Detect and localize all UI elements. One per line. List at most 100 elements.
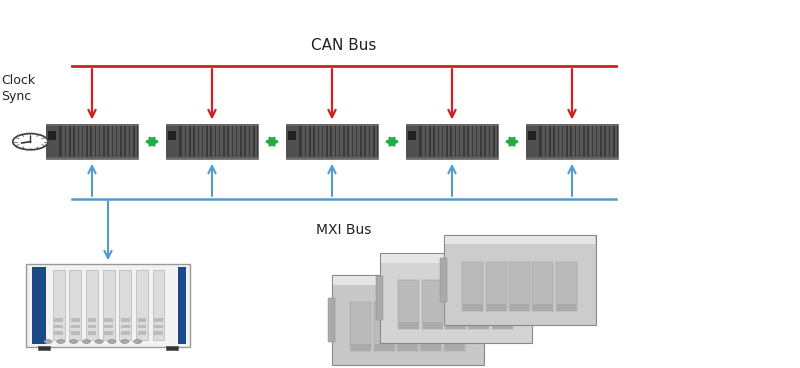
FancyBboxPatch shape (138, 325, 146, 328)
FancyBboxPatch shape (456, 126, 459, 158)
FancyBboxPatch shape (406, 124, 498, 159)
FancyBboxPatch shape (555, 157, 558, 159)
FancyBboxPatch shape (212, 157, 214, 159)
FancyBboxPatch shape (397, 302, 418, 351)
FancyBboxPatch shape (351, 344, 370, 351)
FancyBboxPatch shape (134, 126, 138, 158)
Circle shape (57, 340, 65, 343)
FancyBboxPatch shape (101, 126, 103, 158)
FancyBboxPatch shape (66, 157, 69, 159)
FancyBboxPatch shape (490, 157, 493, 159)
FancyBboxPatch shape (469, 157, 472, 159)
FancyBboxPatch shape (286, 157, 378, 159)
Circle shape (70, 340, 78, 343)
FancyBboxPatch shape (138, 318, 146, 322)
FancyBboxPatch shape (130, 126, 133, 158)
FancyBboxPatch shape (572, 157, 574, 159)
FancyBboxPatch shape (465, 126, 467, 158)
FancyBboxPatch shape (426, 126, 429, 158)
FancyBboxPatch shape (216, 126, 219, 158)
FancyBboxPatch shape (568, 126, 570, 158)
FancyBboxPatch shape (229, 126, 232, 158)
FancyBboxPatch shape (79, 126, 82, 158)
FancyBboxPatch shape (242, 157, 245, 159)
FancyBboxPatch shape (493, 322, 512, 329)
FancyBboxPatch shape (46, 124, 59, 159)
FancyBboxPatch shape (602, 126, 605, 158)
FancyBboxPatch shape (138, 331, 146, 335)
FancyBboxPatch shape (250, 126, 253, 158)
FancyBboxPatch shape (526, 124, 618, 159)
FancyBboxPatch shape (70, 157, 74, 159)
FancyBboxPatch shape (576, 126, 579, 158)
FancyBboxPatch shape (136, 270, 148, 340)
FancyBboxPatch shape (398, 344, 418, 351)
FancyBboxPatch shape (336, 126, 339, 158)
FancyBboxPatch shape (178, 267, 186, 344)
FancyBboxPatch shape (101, 157, 103, 159)
FancyBboxPatch shape (422, 126, 425, 158)
FancyBboxPatch shape (469, 280, 490, 329)
FancyBboxPatch shape (345, 157, 347, 159)
FancyBboxPatch shape (456, 157, 459, 159)
FancyBboxPatch shape (182, 157, 185, 159)
FancyBboxPatch shape (126, 126, 129, 158)
FancyBboxPatch shape (254, 126, 258, 158)
FancyBboxPatch shape (121, 325, 130, 328)
FancyBboxPatch shape (310, 157, 314, 159)
FancyBboxPatch shape (96, 157, 99, 159)
FancyBboxPatch shape (315, 157, 318, 159)
FancyBboxPatch shape (598, 157, 600, 159)
FancyBboxPatch shape (445, 280, 466, 329)
FancyBboxPatch shape (105, 126, 107, 158)
Circle shape (82, 340, 90, 343)
FancyBboxPatch shape (374, 126, 378, 158)
FancyBboxPatch shape (482, 126, 485, 158)
FancyBboxPatch shape (109, 157, 112, 159)
FancyBboxPatch shape (422, 280, 442, 329)
FancyBboxPatch shape (422, 322, 442, 329)
FancyBboxPatch shape (75, 157, 78, 159)
FancyBboxPatch shape (614, 126, 618, 158)
FancyBboxPatch shape (354, 157, 356, 159)
FancyBboxPatch shape (568, 157, 570, 159)
FancyBboxPatch shape (614, 157, 618, 159)
FancyBboxPatch shape (559, 126, 562, 158)
FancyBboxPatch shape (341, 157, 343, 159)
FancyBboxPatch shape (203, 126, 206, 158)
FancyBboxPatch shape (589, 157, 592, 159)
FancyBboxPatch shape (302, 126, 305, 158)
FancyBboxPatch shape (406, 124, 498, 127)
FancyBboxPatch shape (49, 131, 57, 140)
FancyBboxPatch shape (398, 280, 419, 329)
FancyBboxPatch shape (542, 126, 545, 158)
FancyBboxPatch shape (225, 157, 227, 159)
FancyBboxPatch shape (581, 126, 583, 158)
FancyBboxPatch shape (399, 322, 418, 329)
FancyBboxPatch shape (225, 126, 227, 158)
FancyBboxPatch shape (370, 126, 373, 158)
FancyBboxPatch shape (54, 318, 63, 322)
FancyBboxPatch shape (328, 298, 335, 342)
FancyBboxPatch shape (589, 126, 592, 158)
FancyBboxPatch shape (166, 157, 258, 159)
Circle shape (13, 134, 48, 150)
FancyBboxPatch shape (118, 126, 120, 158)
FancyBboxPatch shape (461, 126, 463, 158)
Circle shape (108, 340, 116, 343)
FancyBboxPatch shape (88, 325, 96, 328)
FancyBboxPatch shape (555, 126, 558, 158)
FancyBboxPatch shape (446, 322, 466, 329)
FancyBboxPatch shape (71, 331, 80, 335)
FancyBboxPatch shape (246, 157, 249, 159)
FancyBboxPatch shape (66, 126, 69, 158)
FancyBboxPatch shape (559, 157, 562, 159)
FancyBboxPatch shape (374, 157, 378, 159)
FancyBboxPatch shape (104, 331, 113, 335)
FancyBboxPatch shape (550, 157, 554, 159)
FancyBboxPatch shape (443, 235, 596, 325)
FancyBboxPatch shape (370, 157, 373, 159)
FancyBboxPatch shape (350, 302, 371, 351)
FancyBboxPatch shape (319, 157, 322, 159)
FancyBboxPatch shape (195, 126, 198, 158)
